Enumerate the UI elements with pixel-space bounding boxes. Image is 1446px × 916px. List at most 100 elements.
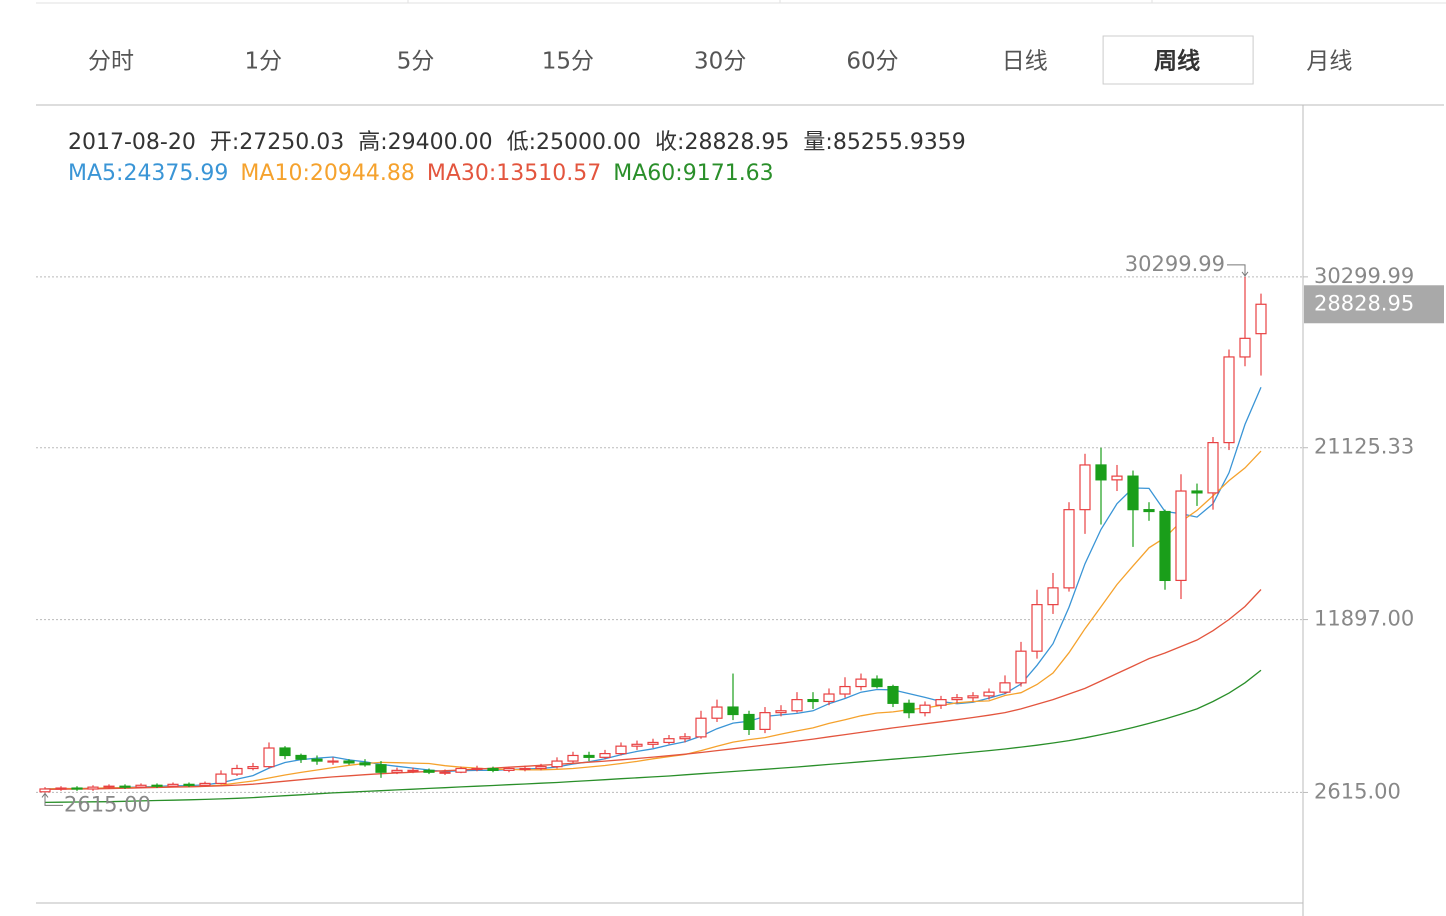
last-price-box [1304,285,1444,324]
candle-body [967,695,979,699]
candle-body [1191,490,1203,494]
candle-body [503,767,515,771]
candle-body [583,754,595,758]
candle-body [695,717,707,738]
candle-body [295,754,307,760]
tab[interactable]: 月线 [1306,49,1352,75]
candle-body [151,784,163,787]
candle-body [615,745,627,755]
tab[interactable]: 30分 [694,49,746,75]
candle-body [487,767,499,771]
tab[interactable]: 1分 [244,49,282,75]
candle-body [759,712,771,730]
candle-body [727,706,739,716]
info-item: 高:29400.00 [358,130,492,155]
ma-line [44,589,1262,791]
ohlc-info: 2017-08-20 开:27250.03 高:29400.00 低:25000.00… [68,130,966,155]
info-date: 2017-08-20 [68,130,196,155]
info-item: 低:25000.00 [507,130,641,155]
candle-body [87,786,99,790]
candle-body [1207,442,1219,494]
candle-body [167,783,179,787]
tab[interactable]: 60分 [846,49,898,75]
plot-area: 2615.00 11897.00 21125.33 30299.99 30299.99 2… [36,252,1444,816]
candle-body [407,769,419,772]
candle-body [647,741,659,745]
candle-body [311,758,323,762]
min-label: 2615.00 [64,792,151,816]
candle-body [711,706,723,719]
candle-body [1031,604,1043,652]
y-tick-label: 21125.33 [1314,435,1414,459]
candle-body [999,682,1011,693]
ma-line [44,669,1262,804]
candle-body [55,787,67,790]
max-pointer [1227,264,1249,277]
candle-body [1143,509,1155,513]
ma-line [44,386,1262,790]
candle-body [535,766,547,770]
candle-body [631,743,643,747]
tab[interactable]: 15分 [542,49,594,75]
candle-body [71,787,83,790]
candle-body [263,747,275,768]
candle-body [135,784,147,788]
info-item: 量:85255.9359 [803,130,965,155]
candle-body [199,782,211,786]
candle-body [983,691,995,697]
candle-body [215,773,227,785]
candle-body [663,738,675,744]
candle-body [871,678,883,688]
candle-body [775,710,787,714]
candle-body [359,762,371,766]
ma-legend: MA5:24375.99 MA10:20944.88 MA30:13510.57 MA… [68,161,774,186]
candle-body [855,678,867,688]
candle-body [1255,303,1267,335]
candle-body [919,704,931,714]
candle-body [1239,337,1251,358]
candle-body [935,699,947,706]
candle-body [743,713,755,730]
tab-bar: 分时 1分 5分 15分 30分 60分 日线 周线 月线 [88,35,1352,85]
y-tick-label: 11897.00 [1314,607,1414,631]
candle-body [887,685,899,704]
candle-body [1111,475,1123,481]
candle-body [391,769,403,773]
tab[interactable]: 分时 [88,49,134,75]
candle-body [455,767,467,773]
legend-entry: MA10:20944.88 [240,161,414,186]
candle-body [1015,650,1027,684]
candle-body [1063,509,1075,589]
candle-body [1127,475,1139,511]
legend-entry: MA60:9171.63 [613,161,773,186]
active-tab-box [1102,35,1254,85]
candle-body [839,685,851,695]
max-label: 30299.99 [1125,252,1225,276]
last-price-label: 28828.95 [1314,291,1414,315]
candle-body [551,760,563,768]
candle-body [39,788,51,793]
tab[interactable]: 日线 [1002,49,1048,75]
candle-body [231,767,243,775]
candle-body [1095,464,1107,481]
legend-entry: MA30:13510.57 [427,161,601,186]
info-item: 开:27250.03 [210,130,344,155]
candle-body [343,760,355,764]
candle-body [279,747,291,757]
y-tick-label: 30299.99 [1314,264,1414,288]
ma-line [44,450,1262,790]
candle-body [327,760,339,763]
candle-body [951,697,963,701]
candle-body [599,753,611,758]
candle-body [1223,356,1235,444]
candle-body [807,699,819,703]
candle-body [471,767,483,771]
active-tab[interactable]: 周线 [1154,48,1200,75]
y-tick-label: 2615.00 [1314,779,1401,803]
tab[interactable]: 5分 [397,49,435,75]
candle-body [1079,464,1091,511]
candle-body [103,785,115,788]
candle-body [1047,587,1059,606]
